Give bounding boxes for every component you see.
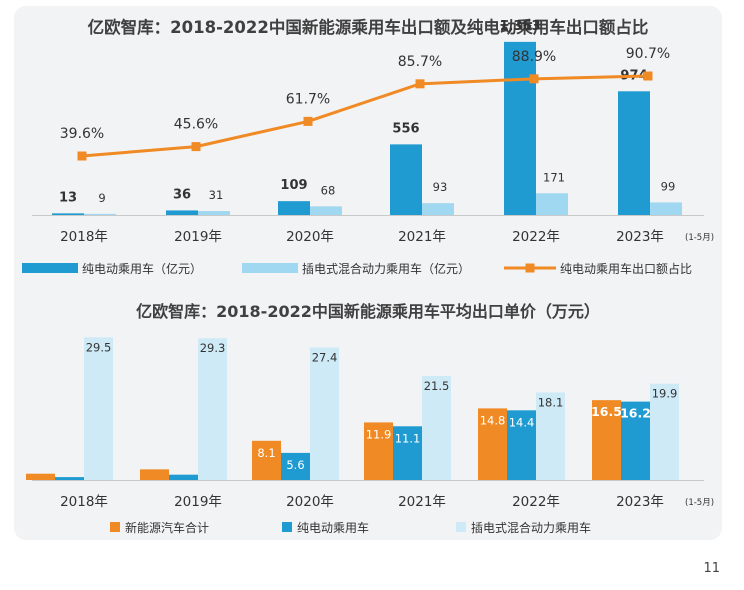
chart1-label-phev-3: 93 [433, 180, 448, 194]
chart2-bar-新能源汽车合计-3 [364, 422, 393, 480]
chart1-category-note: (1-5月) [685, 233, 714, 243]
chart2-bar-纯电动乘用车-5 [621, 401, 650, 480]
chart2-category-label: 2019年 [174, 494, 222, 510]
chart2-bar-新能源汽车合计-1 [140, 469, 169, 480]
chart2-legend-swatch-phev [456, 522, 466, 532]
chart1-label-phev-5: 99 [661, 179, 676, 193]
chart2-label-纯电动乘用车-4: 14.4 [509, 415, 535, 429]
chart1-category-label: 2022年 [512, 229, 560, 245]
chart2-category-label: 2021年 [398, 494, 446, 510]
chart1-label-phev-4: 171 [543, 170, 565, 184]
chart2-label-新能源汽车合计-4: 14.8 [480, 413, 506, 427]
chart1-ratio-point-5 [643, 71, 653, 81]
chart2-label-新能源汽车合计-3: 11.9 [366, 427, 392, 441]
chart1-title: 亿欧智库：2018-2022中国新能源乘用车出口额及纯电动乘用车出口额占比 [88, 17, 649, 37]
chart1-ratio-label-4: 88.9% [512, 49, 556, 65]
chart2-legend-phev: 插电式混合动力乘用车 [471, 520, 591, 535]
chart1-category-label: 2020年 [286, 229, 334, 245]
chart1-ratio-point-1 [191, 142, 201, 152]
chart1-bar-phev-5 [650, 202, 682, 215]
chart1-ratio-point-0 [77, 151, 87, 161]
chart1-label-ev-1: 36 [173, 187, 191, 202]
charts-canvas: 亿欧智库：2018-2022中国新能源乘用车出口额及纯电动乘用车出口额占比 13 9… [22, 17, 714, 535]
chart2-bar-纯电动乘用车-1 [169, 474, 198, 480]
page-number: 11 [703, 561, 720, 576]
chart2-category-label: 2020年 [286, 494, 334, 510]
chart2-legend-swatch-ev [282, 522, 292, 532]
chart2-legend-swatch-total [110, 522, 120, 532]
chart1-label-phev-1: 31 [209, 188, 224, 202]
chart1-label-ev-4: 1,363 [499, 19, 540, 34]
chart2-bar-插电式混合动力乘用车-3 [422, 375, 451, 480]
chart1-bar-ev-5 [618, 91, 650, 215]
chart2-bar-纯电动乘用车-3 [393, 426, 422, 480]
chart1-bar-ev-2 [278, 201, 310, 215]
chart1-label-ev-0: 13 [59, 190, 77, 205]
chart1-ratio-label-5: 90.7% [626, 46, 670, 62]
chart1-legend-phev: 插电式混合动力乘用车（亿元） [302, 261, 470, 276]
chart2-category-label: 2018年 [60, 494, 108, 510]
chart1-label-ev-2: 109 [280, 178, 307, 193]
chart2-label-纯电动乘用车-5: 16.2 [620, 406, 651, 421]
chart1-category-label: 2023年 [616, 229, 664, 245]
chart1-ratio-line [81, 74, 649, 158]
chart1-ratio-label-1: 45.6% [174, 117, 218, 133]
chart1-bar-ev-4 [504, 41, 536, 215]
chart1-ratio-label-0: 39.6% [60, 126, 104, 142]
chart2-bar-插电式混合动力乘用车-0 [84, 337, 113, 480]
chart2-bar-新能源汽车合计-4 [478, 408, 507, 480]
chart2-bar-插电式混合动力乘用车-1 [198, 338, 227, 480]
chart1-bar-phev-2 [310, 206, 342, 215]
chart2-label-插电式混合动力乘用车-4: 18.1 [538, 395, 564, 409]
chart1-bar-phev-1 [198, 211, 230, 215]
chart2-legend-total: 新能源汽车合计 [125, 520, 209, 535]
chart2-legend-ev: 纯电动乘用车 [297, 520, 369, 535]
chart2-bar-插电式混合动力乘用车-4 [536, 392, 565, 480]
chart2-label-插电式混合动力乘用车-0: 29.5 [86, 340, 112, 354]
chart1-ratio-label-3: 85.7% [398, 54, 442, 70]
chart2-label-纯电动乘用车-2: 5.6 [286, 458, 304, 472]
chart1-category-label: 2021年 [398, 229, 446, 245]
chart1-label-phev-2: 68 [321, 183, 336, 197]
chart1-label-ev-3: 556 [392, 121, 419, 136]
chart1-category-label: 2019年 [174, 229, 222, 245]
chart1-category-label: 2018年 [60, 229, 108, 245]
chart2-bar-纯电动乘用车-2 [281, 452, 310, 480]
chart1-legend-ev: 纯电动乘用车（亿元） [82, 261, 202, 276]
chart1-legend-swatch-marker [525, 263, 535, 273]
chart2-category-note: (1-5月) [685, 498, 714, 508]
chart1-ratio-label-2: 61.7% [286, 91, 330, 107]
chart1-ratio-point-3 [415, 79, 425, 89]
chart2-label-纯电动乘用车-3: 11.1 [395, 431, 421, 445]
chart2-label-插电式混合动力乘用车-2: 27.4 [312, 350, 338, 364]
chart2-bar-插电式混合动力乘用车-5 [650, 383, 679, 480]
chart2-category-label: 2022年 [512, 494, 560, 510]
chart2-label-新能源汽车合计-2: 8.1 [257, 446, 275, 460]
chart1-bar-phev-3 [422, 203, 454, 215]
chart1-bar-ev-0 [52, 213, 84, 215]
chart1-bar-phev-4 [536, 193, 568, 215]
chart2-bar-纯电动乘用车-4 [507, 410, 536, 480]
chart1-legend-swatch-ev [22, 263, 78, 273]
chart1-legend-ratio: 纯电动乘用车出口额占比 [560, 261, 692, 276]
chart2-category-label: 2023年 [616, 494, 664, 510]
chart1-label-phev-0: 9 [98, 191, 105, 205]
chart2-label-新能源汽车合计-5: 16.5 [591, 404, 622, 419]
chart1-legend-swatch-phev [242, 263, 298, 273]
chart2-label-插电式混合动力乘用车-5: 19.9 [652, 387, 678, 401]
chart1-ratio-point-4 [529, 74, 539, 84]
chart2-bar-新能源汽车合计-5 [592, 400, 621, 480]
chart1-ratio-point-2 [303, 116, 313, 126]
chart2-title: 亿欧智库：2018-2022中国新能源乘用车平均出口单价（万元） [136, 302, 600, 321]
chart2-bar-纯电动乘用车-0 [55, 477, 84, 480]
chart2-label-插电式混合动力乘用车-3: 21.5 [424, 379, 450, 393]
chart1-bar-ev-1 [166, 210, 198, 215]
chart2-bar-新能源汽车合计-2 [252, 440, 281, 480]
chart2-bar-新能源汽车合计-0 [26, 473, 55, 480]
chart2-bar-插电式混合动力乘用车-2 [310, 347, 339, 480]
chart1-bar-ev-3 [390, 144, 422, 215]
chart1-bar-phev-0 [84, 213, 116, 215]
chart2-label-插电式混合动力乘用车-1: 29.3 [200, 341, 226, 355]
